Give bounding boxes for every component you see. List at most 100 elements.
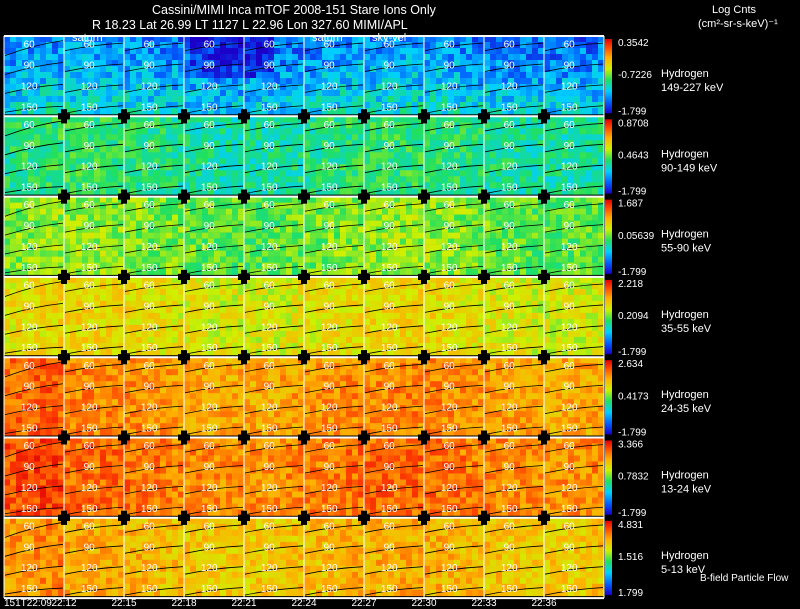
heatmap-cell <box>4 312 11 320</box>
heatmap-cell <box>520 306 527 314</box>
heatmap-cell <box>352 300 359 308</box>
heatmap-cell <box>316 268 323 275</box>
heatmap-cell <box>580 42 587 49</box>
heatmap-cell <box>490 208 497 215</box>
heatmap-cell <box>358 250 365 257</box>
heatmap-cell <box>88 256 95 263</box>
heatmap-cell <box>340 128 347 135</box>
heatmap-cell <box>460 256 467 263</box>
heatmap-cell <box>250 134 257 141</box>
heatmap-cell <box>268 196 275 203</box>
heatmap-cell <box>298 250 305 257</box>
heatmap-cell <box>22 122 29 129</box>
heatmap-cell <box>76 122 83 129</box>
heatmap-cell <box>106 208 113 215</box>
heatmap-cell <box>166 318 173 326</box>
heatmap-cell <box>136 202 143 209</box>
heatmap-cell <box>406 96 413 103</box>
heatmap-cell <box>460 330 467 338</box>
heatmap-cell <box>514 140 521 147</box>
heatmap-cell <box>214 220 221 227</box>
heatmap-cell <box>226 294 233 302</box>
heatmap-cell <box>574 48 581 55</box>
heatmap-cell <box>490 36 497 43</box>
heatmap-cell <box>256 300 263 308</box>
heatmap-cell <box>112 48 119 55</box>
heatmap-cell <box>400 90 407 97</box>
heatmap-cell <box>460 214 467 221</box>
heatmap-cell <box>154 238 161 245</box>
heatmap-cell <box>142 182 149 189</box>
heatmap-cell <box>484 232 491 239</box>
heatmap-cell <box>148 262 155 269</box>
heatmap-cell <box>526 196 533 203</box>
heatmap-cell <box>268 276 275 284</box>
heatmap-cell <box>310 318 317 326</box>
heatmap-cell <box>220 108 227 115</box>
heatmap-cell <box>430 170 437 177</box>
heatmap-cell <box>532 170 539 177</box>
heatmap-cell <box>208 250 215 257</box>
heatmap-cell <box>112 276 119 284</box>
heatmap-cell <box>250 318 257 326</box>
heatmap-cell <box>364 164 371 171</box>
heatmap-cell <box>394 60 401 67</box>
heatmap-cell <box>352 78 359 85</box>
heatmap-cell <box>328 276 335 284</box>
heatmap-cell <box>58 78 65 85</box>
heatmap-cell <box>364 90 371 97</box>
heatmap-cell <box>352 226 359 233</box>
heatmap-cell <box>190 188 197 195</box>
heatmap-cell <box>436 330 443 338</box>
heatmap-cell <box>442 96 449 103</box>
heatmap-cell <box>364 250 371 257</box>
heatmap-cell <box>166 226 173 233</box>
heatmap-cell <box>358 226 365 233</box>
heatmap-cell <box>328 146 335 153</box>
heatmap-cell <box>550 330 557 338</box>
heatmap-cell <box>502 152 509 159</box>
heatmap-cell <box>178 300 185 308</box>
heatmap-cell <box>220 90 227 97</box>
heatmap-cell <box>268 60 275 67</box>
heatmap-cell <box>160 306 167 314</box>
heatmap-cell <box>262 72 269 79</box>
heatmap-cell <box>16 220 23 227</box>
heatmap-cell <box>142 54 149 61</box>
heatmap-cell <box>316 232 323 239</box>
heatmap-cell <box>388 214 395 221</box>
heatmap-cell <box>430 220 437 227</box>
heatmap-cell <box>382 96 389 103</box>
heatmap-cell <box>118 232 125 239</box>
heatmap-cell <box>364 102 371 109</box>
heatmap-cell <box>526 164 533 171</box>
heatmap-cell <box>238 318 245 326</box>
heatmap-cell <box>160 324 167 332</box>
heatmap-cell <box>136 102 143 109</box>
heatmap-cell <box>592 282 599 290</box>
heatmap-cell <box>268 182 275 189</box>
heatmap-cell <box>214 54 221 61</box>
heatmap-cell <box>574 66 581 73</box>
heatmap-cell <box>166 60 173 67</box>
heatmap-cell <box>82 158 89 165</box>
heatmap-cell <box>112 244 119 251</box>
heatmap-cell <box>568 164 575 171</box>
heatmap-cell <box>28 294 35 302</box>
heatmap-cell <box>328 134 335 141</box>
heatmap-cell <box>418 256 425 263</box>
heatmap-cell <box>556 202 563 209</box>
heatmap-cell <box>418 262 425 269</box>
heatmap-cell <box>202 72 209 79</box>
heatmap-cell <box>34 48 41 55</box>
heatmap-cell <box>460 300 467 308</box>
heatmap-cell <box>28 140 35 147</box>
heatmap-cell <box>22 54 29 61</box>
heatmap-cell <box>274 208 281 215</box>
heatmap-cell <box>88 306 95 314</box>
heatmap-cell <box>256 256 263 263</box>
heatmap-cell <box>490 146 497 153</box>
heatmap-cell <box>130 294 137 302</box>
heatmap-cell <box>124 244 131 251</box>
heatmap-cell <box>580 140 587 147</box>
